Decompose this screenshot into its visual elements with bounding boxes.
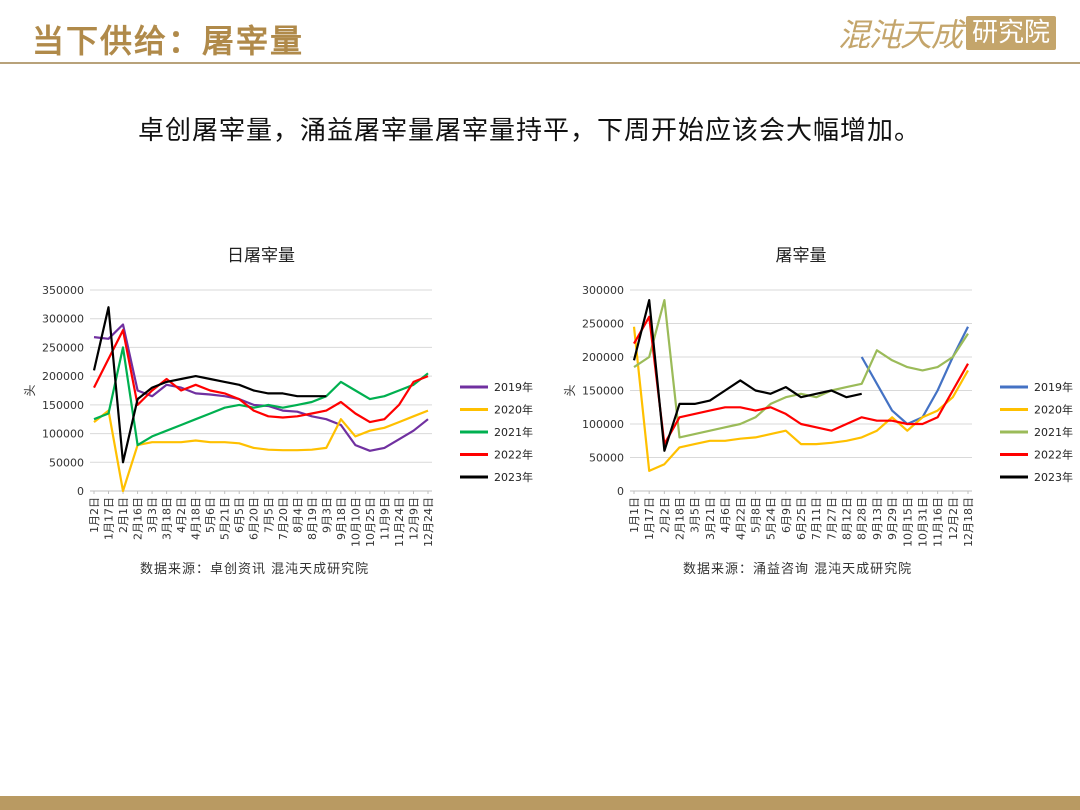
y-tick-label: 200000 bbox=[582, 351, 624, 364]
header-divider bbox=[0, 62, 1080, 64]
legend-label: 2021年 bbox=[1034, 425, 1073, 439]
y-tick-label: 50000 bbox=[49, 456, 84, 469]
series-line-2023年 bbox=[92, 306, 327, 464]
x-tick-label: 11月16日 bbox=[932, 497, 945, 547]
x-tick-label: 3月21日 bbox=[704, 497, 717, 540]
x-tick-label: 9月18日 bbox=[335, 497, 348, 540]
y-tick-label: 100000 bbox=[42, 428, 84, 441]
y-axis-label: 头 bbox=[23, 384, 37, 396]
x-tick-label: 6月20日 bbox=[248, 497, 261, 540]
x-tick-label: 5月8日 bbox=[749, 497, 762, 533]
x-tick-label: 2月18日 bbox=[674, 497, 687, 540]
y-tick-label: 250000 bbox=[582, 318, 624, 331]
legend-label: 2019年 bbox=[494, 380, 533, 394]
legend-label: 2021年 bbox=[494, 425, 533, 439]
x-tick-label: 10月31日 bbox=[916, 497, 929, 547]
chart-slaughter-volume: 屠宰量 0 50000 100000 150000 200000 250000 300000 头… bbox=[563, 246, 1073, 547]
x-tick-label: 7月5日 bbox=[262, 497, 275, 533]
legend-label: 2022年 bbox=[494, 448, 533, 462]
y-axis-label: 头 bbox=[563, 384, 577, 396]
series-line-2021年 bbox=[633, 298, 969, 439]
legend-label: 2022年 bbox=[1034, 448, 1073, 462]
x-tick-label: 12月18日 bbox=[962, 497, 975, 547]
x-tick-label: 11月24日 bbox=[393, 497, 406, 547]
x-tick-label: 1月2日 bbox=[88, 497, 101, 533]
x-tick-label: 2月1日 bbox=[117, 497, 130, 533]
x-tick-label: 6月25日 bbox=[795, 497, 808, 540]
series-line-2022年 bbox=[633, 315, 969, 446]
series-line-2020年 bbox=[93, 409, 429, 493]
x-tick-label: 11月9日 bbox=[378, 497, 391, 540]
x-tick-label: 3月5日 bbox=[689, 497, 702, 533]
footer-bar bbox=[0, 796, 1080, 810]
x-tick-label: 1月17日 bbox=[103, 497, 116, 540]
legend-label: 2023年 bbox=[1034, 470, 1073, 484]
y-tick-label: 150000 bbox=[42, 399, 84, 412]
x-tick-label: 5月6日 bbox=[204, 497, 217, 533]
x-tick-label: 1月1日 bbox=[628, 497, 641, 533]
x-tick-label: 2月2日 bbox=[658, 497, 671, 533]
page-title: 当下供给：屠宰量 bbox=[32, 22, 305, 60]
chart-title: 日屠宰量 bbox=[227, 246, 295, 266]
y-tick-label: 0 bbox=[77, 485, 84, 498]
y-tick-label: 150000 bbox=[582, 385, 624, 398]
logo-script-text: 混沌天成 bbox=[837, 16, 963, 54]
series-line-2021年 bbox=[93, 346, 429, 447]
x-tick-label: 3月3日 bbox=[146, 497, 159, 533]
logo-box-text: 研究院 bbox=[965, 16, 1056, 50]
y-tick-label: 350000 bbox=[42, 284, 84, 297]
chart-daily-slaughter: 日屠宰量 0 50000 100000 150000 200000 250000 300000… bbox=[23, 246, 533, 547]
chart-title: 屠宰量 bbox=[776, 246, 827, 266]
x-tick-label: 9月29日 bbox=[886, 497, 899, 540]
x-tick-label: 8月28日 bbox=[856, 497, 869, 540]
x-tick-label: 3月18日 bbox=[161, 497, 174, 540]
x-tick-label: 10月10日 bbox=[349, 497, 362, 547]
x-tick-label: 5月24日 bbox=[765, 497, 778, 540]
x-tick-label: 10月15日 bbox=[901, 497, 914, 547]
series-line-2022年 bbox=[93, 329, 429, 424]
x-tick-label: 7月27日 bbox=[825, 497, 838, 540]
x-tick-label: 9月3日 bbox=[320, 497, 333, 533]
x-tick-label: 7月20日 bbox=[277, 497, 290, 540]
x-tick-label: 8月19日 bbox=[306, 497, 319, 540]
x-tick-label: 4月2日 bbox=[175, 497, 188, 533]
y-tick-label: 200000 bbox=[42, 370, 84, 383]
y-tick-label: 0 bbox=[617, 485, 624, 498]
series-line-2020年 bbox=[632, 326, 969, 472]
x-tick-label: 4月6日 bbox=[719, 497, 732, 533]
series-line-2019年 bbox=[93, 323, 429, 452]
y-tick-label: 300000 bbox=[582, 284, 624, 297]
y-tick-label: 300000 bbox=[42, 313, 84, 326]
x-tick-label: 4月18日 bbox=[190, 497, 203, 540]
x-tick-label: 9月13日 bbox=[871, 497, 884, 540]
source-note-left: 数据来源：卓创资讯 混沌天成研究院 bbox=[140, 562, 370, 577]
x-tick-label: 8月4日 bbox=[291, 497, 304, 533]
x-tick-label: 12月24日 bbox=[422, 497, 435, 547]
brand-logo: 混沌天成 研究院 bbox=[838, 14, 1056, 54]
series-line-2023年 bbox=[632, 298, 862, 452]
x-tick-label: 10月25日 bbox=[364, 497, 377, 547]
y-tick-label: 100000 bbox=[582, 418, 624, 431]
y-tick-label: 50000 bbox=[589, 452, 624, 465]
x-tick-label: 5月21日 bbox=[219, 497, 232, 540]
x-tick-label: 8月12日 bbox=[841, 497, 854, 540]
x-tick-label: 12月9日 bbox=[407, 497, 420, 540]
x-tick-label: 6月9日 bbox=[780, 497, 793, 533]
legend-label: 2020年 bbox=[494, 403, 533, 417]
x-tick-label: 2月16日 bbox=[132, 497, 145, 540]
y-tick-label: 250000 bbox=[42, 341, 84, 354]
source-note-right: 数据来源：涌益咨询 混沌天成研究院 bbox=[683, 562, 913, 577]
series-line-2019年 bbox=[860, 326, 969, 426]
legend-label: 2020年 bbox=[1034, 403, 1073, 417]
x-tick-label: 6月5日 bbox=[233, 497, 246, 533]
x-tick-label: 4月22日 bbox=[734, 497, 747, 540]
x-tick-label: 12月2日 bbox=[947, 497, 960, 540]
legend-label: 2019年 bbox=[1034, 380, 1073, 394]
legend-label: 2023年 bbox=[494, 470, 533, 484]
x-tick-label: 1月17日 bbox=[643, 497, 656, 540]
x-tick-label: 7月11日 bbox=[810, 497, 823, 540]
slide-subtitle: 卓创屠宰量，涌益屠宰量屠宰量持平，下周开始应该会大幅增加。 bbox=[138, 116, 922, 146]
